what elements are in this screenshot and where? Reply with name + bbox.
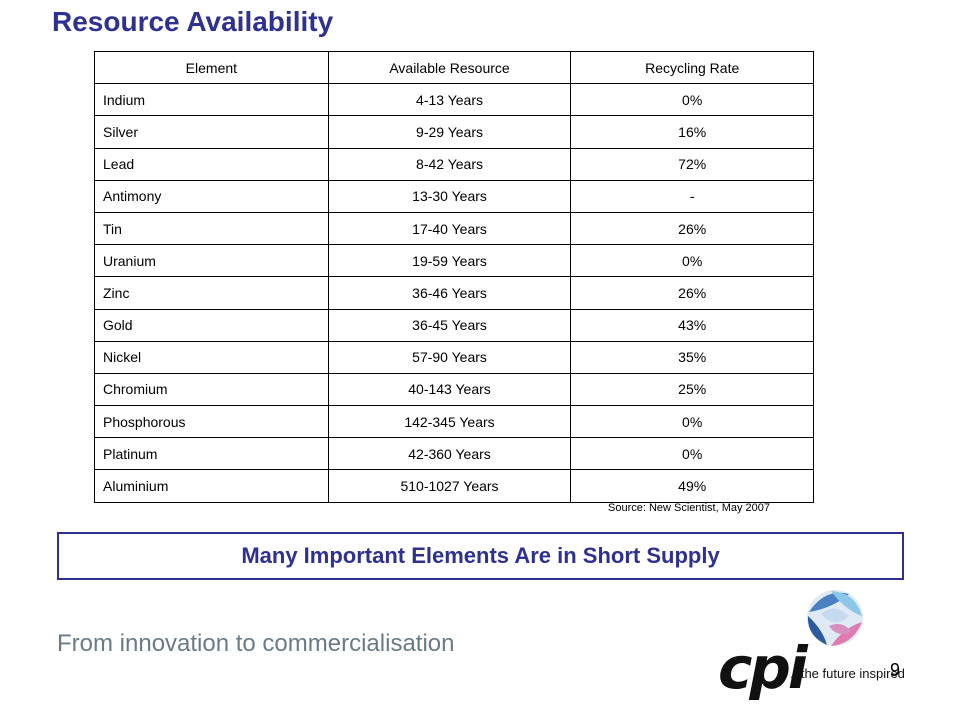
available-resource-cell: 9-29 Years <box>327 115 572 149</box>
element-cell: Uranium <box>94 244 329 278</box>
available-resource-cell: 510-1027 Years <box>327 469 572 503</box>
recycling-rate-cell: 43% <box>570 308 814 342</box>
element-cell: Aluminium <box>94 469 329 503</box>
element-cell: Nickel <box>94 340 329 374</box>
table-row: Zinc 36-46 Years 26% <box>94 276 814 310</box>
available-resource-cell: 36-45 Years <box>327 308 572 342</box>
element-cell: Tin <box>94 211 329 246</box>
table-row: Silver 9-29 Years 16% <box>94 115 814 149</box>
element-cell: Antimony <box>94 179 329 213</box>
company-tagline: From innovation to commercialisation <box>57 630 455 657</box>
table-row: Nickel 57-90 Years 35% <box>94 340 814 374</box>
header-recycling-rate: Recycling Rate <box>570 50 814 85</box>
available-resource-cell: 17-40 Years <box>327 211 572 246</box>
table-row: Uranium 19-59 Years 0% <box>94 244 814 278</box>
recycling-rate-cell: 0% <box>570 405 814 439</box>
available-resource-cell: 19-59 Years <box>327 244 572 278</box>
available-resource-cell: 57-90 Years <box>327 340 572 374</box>
recycling-rate-cell: 0% <box>570 83 814 117</box>
table-row: Aluminium 510-1027 Years 49% <box>94 469 814 503</box>
recycling-rate-cell: 26% <box>570 276 814 310</box>
table-row: Antimony 13-30 Years - <box>94 179 814 213</box>
header-element: Element <box>94 50 329 85</box>
table-row: Indium 4-13 Years 0% <box>94 83 814 117</box>
globe-logo-icon <box>807 590 863 646</box>
table-row: Platinum 42-360 Years 0% <box>94 437 814 471</box>
recycling-rate-cell: - <box>570 179 814 213</box>
available-resource-cell: 42-360 Years <box>327 437 572 471</box>
available-resource-cell: 36-46 Years <box>327 276 572 310</box>
recycling-rate-cell: 26% <box>570 211 814 246</box>
element-cell: Platinum <box>94 437 329 471</box>
table-row: Tin 17-40 Years 26% <box>94 211 814 246</box>
available-resource-cell: 142-345 Years <box>327 405 572 439</box>
available-resource-cell: 8-42 Years <box>327 147 572 181</box>
resource-table: Element Available Resource Recycling Rat… <box>94 50 814 503</box>
recycling-rate-cell: 49% <box>570 469 814 503</box>
summary-banner: Many Important Elements Are in Short Sup… <box>57 532 904 580</box>
table-row: Lead 8-42 Years 72% <box>94 147 814 181</box>
table-row: Phosphorous 142-345 Years 0% <box>94 405 814 439</box>
element-cell: Zinc <box>94 276 329 310</box>
page-title: Resource Availability <box>52 6 334 37</box>
element-cell: Lead <box>94 147 329 181</box>
table-row: Chromium 40-143 Years 25% <box>94 372 814 407</box>
element-cell: Indium <box>94 83 329 117</box>
cpi-logo-tagline: ...the future inspired <box>790 666 905 681</box>
recycling-rate-cell: 0% <box>570 244 814 278</box>
available-resource-cell: 40-143 Years <box>327 372 572 407</box>
element-cell: Gold <box>94 308 329 342</box>
recycling-rate-cell: 25% <box>570 372 814 407</box>
cpi-logo-wordmark: cpi <box>718 634 808 702</box>
table-header-row: Element Available Resource Recycling Rat… <box>94 50 814 85</box>
available-resource-cell: 13-30 Years <box>327 179 572 213</box>
table-row: Gold 36-45 Years 43% <box>94 308 814 342</box>
recycling-rate-cell: 0% <box>570 437 814 471</box>
element-cell: Chromium <box>94 372 329 407</box>
recycling-rate-cell: 72% <box>570 147 814 181</box>
recycling-rate-cell: 16% <box>570 115 814 149</box>
available-resource-cell: 4-13 Years <box>327 83 572 117</box>
page-number: 9 <box>890 660 901 680</box>
element-cell: Silver <box>94 115 329 149</box>
source-citation: Source: New Scientist, May 2007 <box>608 502 771 514</box>
summary-banner-text: Many Important Elements Are in Short Sup… <box>241 543 720 568</box>
element-cell: Phosphorous <box>94 405 329 439</box>
header-available-resource: Available Resource <box>327 50 572 85</box>
recycling-rate-cell: 35% <box>570 340 814 374</box>
